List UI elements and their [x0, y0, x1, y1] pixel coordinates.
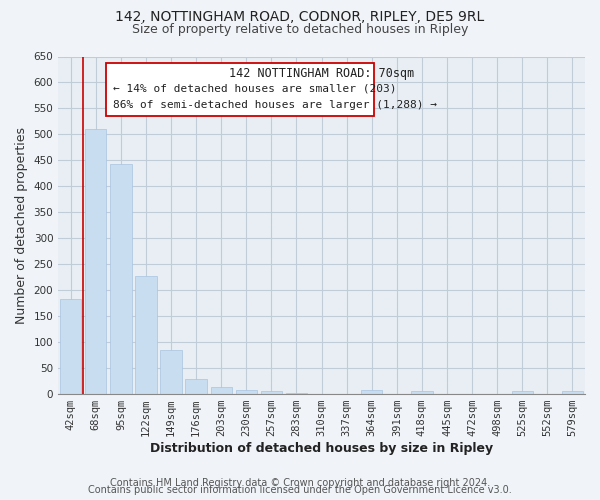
- Text: Size of property relative to detached houses in Ripley: Size of property relative to detached ho…: [132, 22, 468, 36]
- X-axis label: Distribution of detached houses by size in Ripley: Distribution of detached houses by size …: [150, 442, 493, 455]
- Text: ← 14% of detached houses are smaller (203): ← 14% of detached houses are smaller (20…: [113, 84, 397, 94]
- Text: Contains HM Land Registry data © Crown copyright and database right 2024.: Contains HM Land Registry data © Crown c…: [110, 478, 490, 488]
- Bar: [512, 392, 533, 394]
- Bar: [136, 276, 157, 394]
- Bar: [60, 299, 82, 394]
- Bar: [110, 164, 131, 394]
- Bar: [211, 388, 232, 394]
- Bar: [286, 392, 307, 394]
- Text: 142, NOTTINGHAM ROAD, CODNOR, RIPLEY, DE5 9RL: 142, NOTTINGHAM ROAD, CODNOR, RIPLEY, DE…: [115, 10, 485, 24]
- Bar: [261, 392, 282, 394]
- Text: Contains public sector information licensed under the Open Government Licence v3: Contains public sector information licen…: [88, 485, 512, 495]
- Bar: [185, 379, 207, 394]
- Y-axis label: Number of detached properties: Number of detached properties: [15, 127, 28, 324]
- Text: 86% of semi-detached houses are larger (1,288) →: 86% of semi-detached houses are larger (…: [113, 100, 437, 110]
- Bar: [85, 129, 106, 394]
- Bar: [160, 350, 182, 394]
- Bar: [361, 390, 382, 394]
- FancyBboxPatch shape: [106, 64, 374, 116]
- Text: 142 NOTTINGHAM ROAD: 70sqm: 142 NOTTINGHAM ROAD: 70sqm: [229, 68, 414, 80]
- Bar: [411, 392, 433, 394]
- Bar: [562, 392, 583, 394]
- Bar: [236, 390, 257, 394]
